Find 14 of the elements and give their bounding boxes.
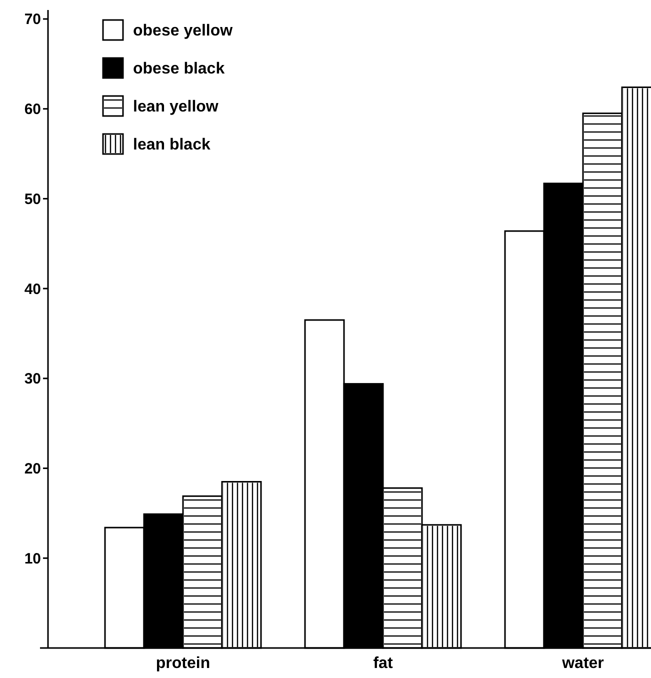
legend-label: obese yellow (133, 22, 234, 40)
y-tick-label: 10 (24, 550, 41, 568)
x-tick-label: fat (373, 655, 394, 672)
y-tick-label: 40 (24, 280, 41, 298)
y-tick-label: 50 (24, 190, 41, 208)
y-tick-label: 70 (24, 11, 41, 28)
x-tick-label: protein (156, 655, 210, 672)
y-tick-label: 60 (24, 101, 41, 118)
x-tick-label: water (561, 655, 604, 672)
y-tick-label: 20 (24, 460, 41, 478)
legend-label: lean yellow (133, 98, 219, 116)
y-tick-label: 30 (24, 370, 41, 388)
legend-label: lean black (133, 136, 210, 154)
legend-label: obese black (133, 60, 225, 78)
